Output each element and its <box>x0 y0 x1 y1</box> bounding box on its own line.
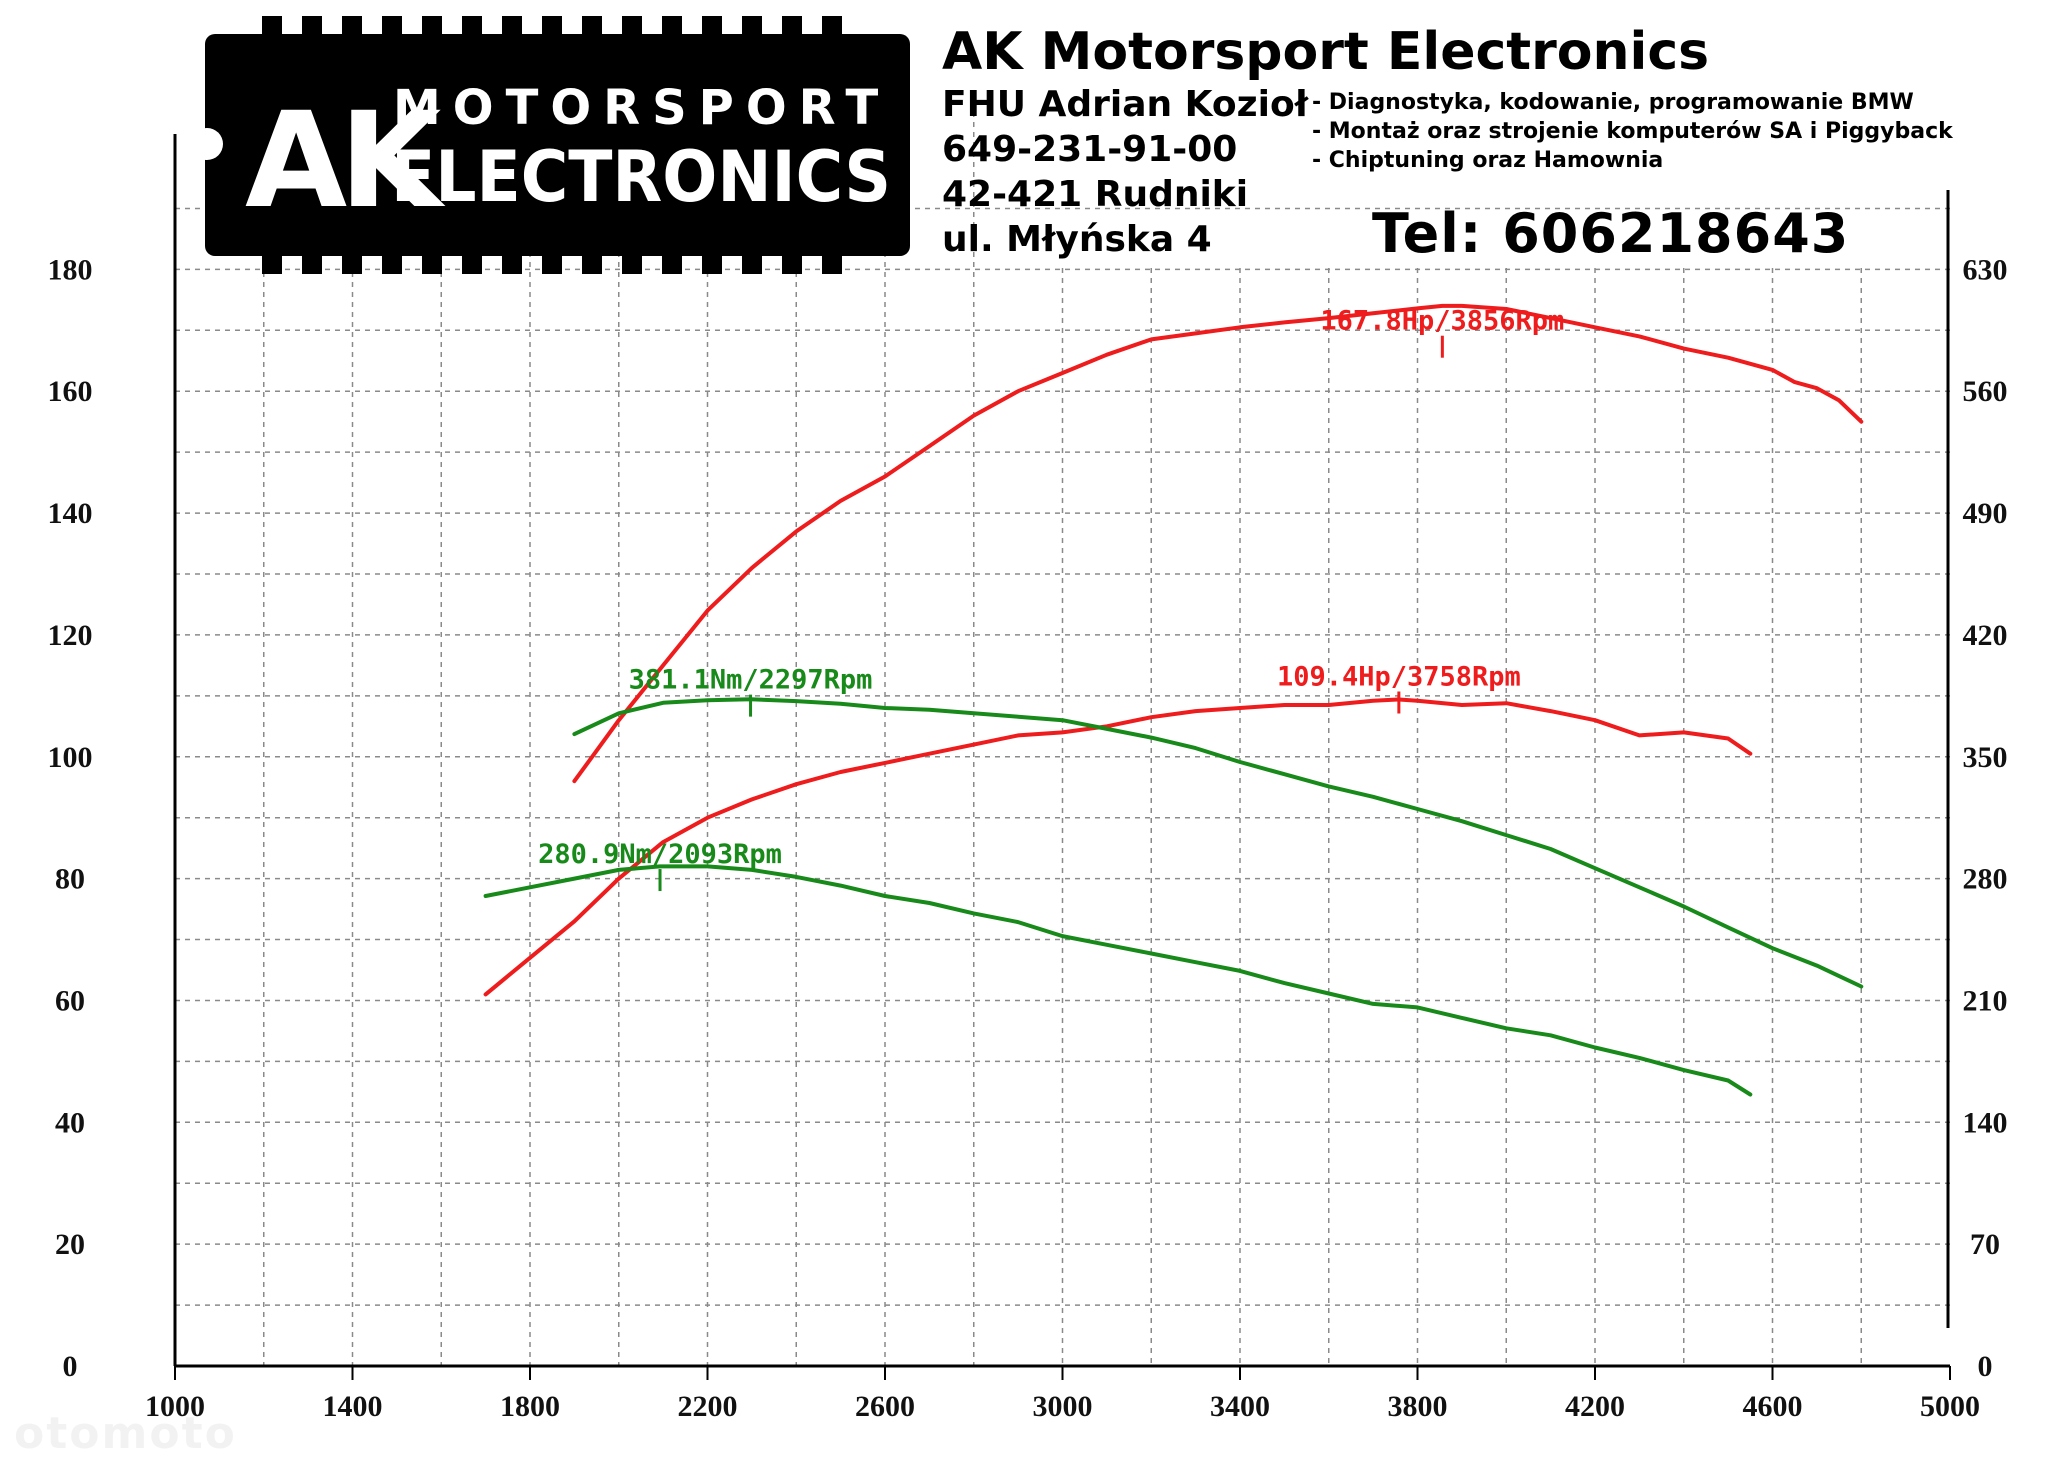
x-tick-label: 1800 <box>500 1390 560 1423</box>
address-line: FHU Adrian Kozioł <box>942 84 1309 125</box>
peak-label: 167.8Hp/3856Rpm <box>1320 306 1564 337</box>
series-line-power_tuned <box>572 303 1864 784</box>
x-tick-label: 1000 <box>145 1390 205 1423</box>
logo-mark: AK <box>245 84 446 238</box>
series-line-power_stock <box>483 697 1753 997</box>
x-tick-label: 3400 <box>1210 1390 1270 1423</box>
company-address: FHU Adrian Kozioł 649-231-91-00 42-421 R… <box>942 82 1308 262</box>
series-line-torque_tuned <box>572 697 1864 989</box>
left-tick-label: 40 <box>55 1106 85 1139</box>
peak-label: 109.4Hp/3758Rpm <box>1277 662 1521 693</box>
right-tick-label: 350 <box>1963 741 2008 774</box>
left-tick-label: 80 <box>55 863 85 896</box>
x-tick-label: 4600 <box>1743 1390 1803 1423</box>
series-line-torque_stock <box>483 864 1753 1097</box>
x-axis-ticks: 1000 1400 1800 2200 2600 3000 3400 3800 4200 4600… <box>145 1366 1980 1423</box>
logo-pins-bottom <box>262 252 842 274</box>
peak-label: 280.9Nm/2093Rpm <box>538 839 782 870</box>
address-line: ul. Młyńska 4 <box>942 219 1212 260</box>
left-tick-label: 140 <box>48 497 93 530</box>
right-tick-label: 560 <box>1963 375 2008 408</box>
peak-annotations: 167.8Hp/3856Rpm 109.4Hp/3758Rpm 381.1Nm/22… <box>538 306 1564 870</box>
left-tick-label: 60 <box>55 984 85 1017</box>
company-name: AK Motorsport Electronics <box>942 22 1710 82</box>
right-tick-label: 210 <box>1963 984 2008 1017</box>
right-tick-label: 630 <box>1963 253 2008 286</box>
phone-number: Tel: 606218643 <box>1372 202 1850 265</box>
right-tick-label: 420 <box>1963 619 2008 652</box>
left-tick-label: 100 <box>48 741 93 774</box>
x-tick-label: 4200 <box>1565 1390 1625 1423</box>
peak-label: 381.1Nm/2297Rpm <box>629 665 873 696</box>
logo-line1: MOTORSPORT <box>393 80 890 136</box>
address-line: 42-421 Rudniki <box>942 174 1249 215</box>
address-line: 649-231-91-00 <box>942 129 1238 170</box>
x-tick-label: 1400 <box>323 1390 383 1423</box>
left-axis-ticks: 0 20 40 60 80 100 120 140 160 180 <box>48 253 93 1383</box>
x-tick-label: 2600 <box>855 1390 915 1423</box>
x-tick-label: 3800 <box>1388 1390 1448 1423</box>
service-item: - Diagnostyka, kodowanie, programowanie … <box>1312 90 1914 115</box>
left-tick-label: 20 <box>55 1228 85 1261</box>
right-tick-label: 140 <box>1963 1106 2008 1139</box>
logo-line2: ELECTRONICS <box>391 136 891 218</box>
chart-grid <box>175 112 1950 1366</box>
left-tick-label: 180 <box>48 253 93 286</box>
service-item: - Chiptuning oraz Hamownia <box>1312 148 1664 173</box>
logo-background <box>205 34 910 256</box>
watermark: otomoto <box>14 1408 237 1459</box>
x-tick-label: 3000 <box>1033 1390 1093 1423</box>
right-tick-label: 70 <box>1970 1228 2000 1261</box>
x-tick-label: 2200 <box>678 1390 738 1423</box>
right-tick-label: 280 <box>1963 863 2008 896</box>
logo-pins-top <box>262 16 842 38</box>
right-tick-label: 0 <box>1978 1350 1993 1383</box>
peak-markers <box>658 335 1444 892</box>
left-tick-label: 120 <box>48 619 93 652</box>
service-item: - Montaż oraz strojenie komputerów SA i … <box>1312 119 1953 144</box>
chart-series <box>483 303 1864 1097</box>
right-tick-label: 490 <box>1963 497 2008 530</box>
company-logo: AK MOTORSPORT ELECTRONICS <box>191 16 910 274</box>
right-axis-ticks: 0 70 140 210 280 350 420 490 560 630 <box>1963 253 2008 1383</box>
services-list: - Diagnostyka, kodowanie, programowanie … <box>1312 88 1953 175</box>
left-tick-label: 0 <box>63 1350 78 1383</box>
left-tick-label: 160 <box>48 375 93 408</box>
x-tick-label: 5000 <box>1920 1390 1980 1423</box>
